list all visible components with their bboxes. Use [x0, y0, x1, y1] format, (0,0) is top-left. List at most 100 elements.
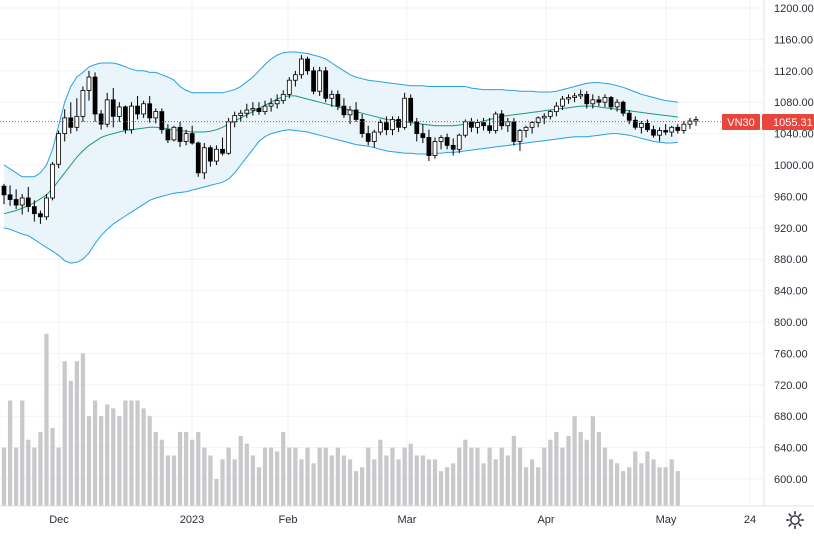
volume-bar: [596, 431, 602, 506]
time-tick-label: Mar: [398, 514, 417, 526]
candle: [384, 116, 389, 136]
candle: [305, 56, 310, 75]
candle-body: [341, 105, 347, 116]
candle-body: [135, 105, 140, 115]
candle-body: [529, 122, 535, 128]
volume-bar: [68, 380, 73, 506]
candle-body: [554, 105, 559, 113]
volume-bar: [335, 447, 340, 506]
candle: [268, 98, 274, 112]
candle-body: [481, 122, 486, 127]
volume-bar: [633, 451, 638, 506]
time-tick-label: 24: [744, 514, 756, 526]
volume-bar: [214, 479, 219, 506]
volume-bar: [232, 459, 237, 506]
time-axis[interactable]: Dec 2023 Feb Mar Apr May 24: [0, 505, 814, 526]
candle-body: [475, 122, 480, 128]
candle: [110, 88, 116, 128]
volume-bar: [329, 455, 334, 506]
candle: [529, 121, 535, 134]
volume-bar: [287, 447, 292, 506]
candle: [408, 94, 414, 126]
candle-body: [256, 108, 262, 113]
candle-body: [675, 126, 681, 131]
candle: [632, 116, 638, 130]
price-tick-label: 1040.00: [774, 129, 814, 141]
candle: [614, 99, 620, 112]
volume-bar: [408, 443, 413, 506]
candle: [56, 130, 62, 169]
chart-settings-button[interactable]: [785, 510, 805, 530]
price-tick-label: 880.00: [774, 254, 808, 266]
price-tick-label: 1000.00: [774, 160, 814, 172]
candle-body: [274, 100, 280, 105]
volume-bar: [26, 439, 31, 506]
candle-body: [232, 115, 238, 123]
candle-body: [7, 194, 13, 200]
bollinger-bands: [3, 51, 678, 264]
candle-body: [566, 97, 571, 100]
candle: [50, 161, 55, 201]
candle: [645, 119, 650, 133]
candle-body: [638, 122, 644, 128]
time-tick-label: May: [656, 514, 677, 526]
candle: [456, 133, 462, 154]
candle: [92, 72, 98, 122]
volume-bar: [366, 447, 371, 506]
candle: [638, 121, 644, 134]
volume-bar: [256, 467, 262, 506]
candle: [693, 116, 699, 126]
candle-body: [420, 133, 426, 138]
volume-bar: [226, 447, 231, 506]
candle: [657, 127, 662, 142]
candle-body: [438, 137, 444, 142]
candle: [38, 210, 43, 224]
volume-bar: [432, 459, 438, 506]
volume-bar: [505, 455, 510, 506]
volume-bar: [135, 400, 140, 506]
candle-body: [365, 133, 371, 142]
volume-bar: [244, 443, 249, 506]
candle-body: [323, 70, 329, 99]
volume-bar: [444, 467, 450, 506]
candle-body: [329, 93, 335, 99]
volume-bar: [111, 408, 116, 506]
candle: [687, 117, 693, 129]
candle-body: [238, 112, 244, 116]
price-tick-label: 600.00: [774, 474, 808, 486]
candle-body: [250, 108, 256, 111]
price-axis[interactable]: 1200.00 1160.00 1120.00 1080.00 1040.00 1000.…: [763, 0, 814, 506]
candle-body: [92, 76, 98, 115]
candle: [371, 129, 377, 148]
candle-body: [450, 144, 456, 150]
volume-bar: [499, 447, 504, 506]
price-tick-label: 1120.00: [774, 66, 813, 78]
candle-body: [177, 126, 183, 142]
volume-bar: [293, 447, 298, 506]
volume-bar: [536, 467, 541, 506]
volume-bar: [32, 447, 37, 506]
candle-body: [408, 97, 414, 123]
volume-bar: [639, 463, 644, 506]
volume-bar: [675, 471, 680, 506]
volume-bar: [105, 404, 110, 506]
candle-body: [25, 197, 31, 208]
candle-body: [426, 137, 432, 156]
volume-bar: [183, 431, 189, 506]
candle-body: [645, 122, 650, 131]
candle-body: [214, 148, 219, 162]
candle: [596, 95, 602, 107]
candle-body: [317, 70, 323, 92]
candle: [554, 102, 559, 117]
volume-bar: [153, 431, 158, 506]
volume-bar: [542, 447, 547, 506]
symbol-tag-label: VN30: [727, 117, 755, 129]
candle: [669, 125, 675, 137]
volume-bar: [341, 455, 347, 506]
candle-body: [560, 98, 565, 107]
candle-body: [50, 163, 55, 199]
candle-body: [153, 111, 159, 119]
volume-bar: [572, 416, 577, 506]
volume-bar: [238, 435, 243, 506]
